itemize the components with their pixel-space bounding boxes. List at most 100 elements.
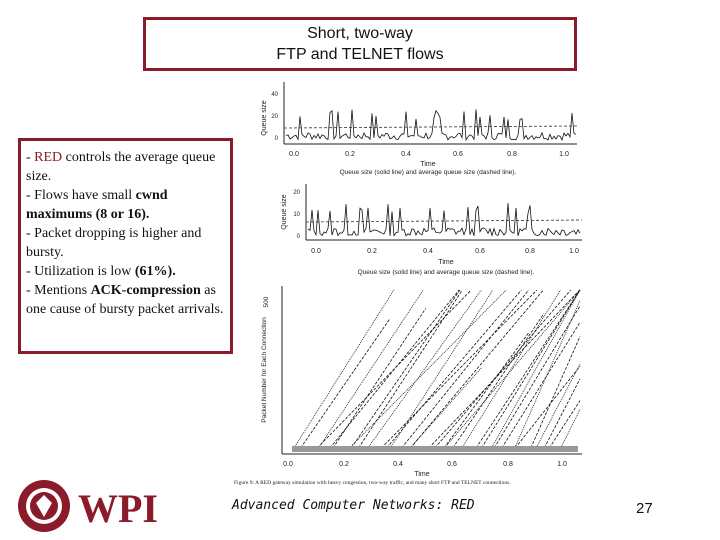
bullet-ack-compression: - Mentions ACK-compression as one cause … bbox=[26, 281, 225, 319]
connection-trace bbox=[349, 289, 507, 449]
page-number: 27 bbox=[636, 500, 653, 517]
slide-title-line1: Short, two-way bbox=[307, 25, 413, 42]
x-tick: 0.4 bbox=[401, 151, 411, 158]
y-axis-label: Packet Number for Each Connection bbox=[261, 317, 268, 423]
bullet-utilization: - Utilization is low (61%). bbox=[26, 262, 225, 281]
x-tick: 0.0 bbox=[289, 151, 299, 158]
course-footer: Advanced Computer Networks: RED bbox=[232, 498, 475, 513]
connection-trace bbox=[548, 400, 581, 449]
connection-trace bbox=[386, 289, 522, 449]
seal-shield bbox=[36, 495, 52, 517]
queue-plot-top: Queue size 0 20 40 0.0 0.2 0.4 0.6 0.8 1… bbox=[261, 82, 578, 176]
connection-trace bbox=[491, 289, 581, 449]
connection-trace bbox=[332, 308, 427, 449]
x-tick: 0.4 bbox=[423, 248, 433, 255]
x-axis-label: Time bbox=[420, 161, 435, 168]
x-tick: 1.0 bbox=[569, 248, 579, 255]
bullet-bold-text: (61%). bbox=[134, 264, 176, 279]
bullet-bold-text: cwnd maximums (8 or 16). bbox=[26, 188, 168, 222]
wpi-logo: WPI bbox=[18, 480, 158, 532]
bullet-red-controls: - RED controls the average queue size. bbox=[26, 148, 225, 186]
bullet-list: - RED controls the average queue size. -… bbox=[18, 138, 233, 354]
x-tick: 0.0 bbox=[283, 461, 293, 468]
bullet-prefix: - bbox=[26, 150, 35, 165]
bullet-text: - Mentions bbox=[26, 283, 91, 298]
queue-size-line bbox=[285, 109, 577, 142]
connection-trace bbox=[452, 313, 545, 449]
slide-title-line2: FTP and TELNET flows bbox=[276, 46, 444, 63]
connection-trace bbox=[428, 289, 580, 449]
y-tick: 0 bbox=[275, 136, 279, 142]
connection-trace bbox=[535, 363, 581, 449]
connection-trace bbox=[318, 289, 424, 449]
y-tick: 20 bbox=[271, 114, 278, 120]
connection-trace bbox=[481, 289, 581, 449]
connection-trace bbox=[367, 289, 482, 449]
y-axis-label: Queue size bbox=[281, 194, 288, 230]
packet-number-plot: Packet Number for Each Connection 500 0.… bbox=[234, 286, 582, 486]
x-tick: 0.6 bbox=[475, 248, 485, 255]
connection-traces bbox=[293, 289, 581, 449]
connection-trace bbox=[530, 336, 581, 449]
x-tick: 0.2 bbox=[339, 461, 349, 468]
x-tick: 0.8 bbox=[525, 248, 535, 255]
bullet-text: controls the average queue size. bbox=[26, 150, 216, 184]
y-axis-label: Queue size bbox=[261, 100, 268, 136]
bullet-text: - Flows have small bbox=[26, 188, 136, 203]
connection-trace bbox=[434, 289, 572, 449]
connection-trace bbox=[475, 289, 581, 449]
connection-trace bbox=[443, 332, 529, 449]
bullet-text: as one cause of bursty packet arrivals. bbox=[26, 283, 224, 317]
drop-marks bbox=[292, 446, 578, 452]
y-tick: 0 bbox=[297, 234, 301, 240]
slide-title-box: Short, two-way FTP and TELNET flows bbox=[143, 17, 577, 71]
bullet-text: - Utilization is low bbox=[26, 264, 135, 279]
logo-wordmark: WPI bbox=[78, 486, 158, 531]
bullet-cwnd: - Flows have small cwnd maximums (8 or 1… bbox=[26, 186, 225, 224]
x-tick: 0.0 bbox=[311, 248, 321, 255]
red-keyword: RED bbox=[34, 150, 63, 165]
connection-trace bbox=[293, 289, 395, 449]
x-tick: 0.2 bbox=[367, 248, 377, 255]
connection-trace bbox=[514, 365, 581, 449]
x-tick: 0.8 bbox=[507, 151, 517, 158]
connection-trace bbox=[300, 318, 391, 449]
connection-trace bbox=[514, 300, 581, 449]
y-tick: 10 bbox=[293, 212, 300, 218]
plot-caption: Queue size (solid line) and average queu… bbox=[358, 269, 535, 276]
bullet-dropping: - Packet dropping is higher and bursty. bbox=[26, 226, 202, 260]
queue-plot-middle: Queue size 0 10 20 0.0 0.2 0.4 0.6 0.8 1… bbox=[281, 184, 583, 276]
y-tick: 20 bbox=[293, 190, 300, 196]
x-tick: 1.0 bbox=[559, 151, 569, 158]
x-tick: 0.6 bbox=[447, 461, 457, 468]
scanned-figure: Queue size 0 20 40 0.0 0.2 0.4 0.6 0.8 1… bbox=[234, 82, 583, 486]
connection-trace bbox=[358, 289, 463, 449]
connection-trace bbox=[389, 289, 494, 449]
connection-trace bbox=[381, 289, 538, 449]
connection-trace bbox=[493, 305, 581, 449]
connection-trace bbox=[461, 289, 561, 449]
connection-trace bbox=[350, 289, 461, 449]
bullet-bold-text: ACK-compression bbox=[90, 283, 201, 298]
connection-trace bbox=[401, 289, 530, 449]
average-queue-line bbox=[305, 219, 583, 223]
x-tick: 0.2 bbox=[345, 151, 355, 158]
figure-caption: Figure 9: A RED gateway simulation with … bbox=[234, 480, 511, 486]
x-tick: 0.8 bbox=[503, 461, 513, 468]
connection-trace bbox=[543, 378, 581, 449]
queue-size-line bbox=[307, 203, 581, 237]
figure-caption-wrap: Figure 9: A RED gateway simulation with … bbox=[234, 480, 511, 486]
x-tick: 0.6 bbox=[453, 151, 463, 158]
y-tick: 500 bbox=[263, 296, 270, 307]
connection-trace bbox=[444, 289, 581, 449]
x-tick: 0.4 bbox=[393, 461, 403, 468]
x-axis-label: Time bbox=[414, 471, 429, 478]
x-tick: 1.0 bbox=[557, 461, 567, 468]
connection-trace bbox=[329, 289, 460, 449]
connection-trace bbox=[410, 289, 544, 449]
plot-caption: Queue size (solid line) and average queu… bbox=[340, 169, 517, 176]
x-axis-label: Time bbox=[438, 259, 453, 266]
y-tick: 40 bbox=[271, 92, 278, 98]
average-queue-line bbox=[283, 125, 578, 129]
connection-trace bbox=[501, 322, 581, 449]
